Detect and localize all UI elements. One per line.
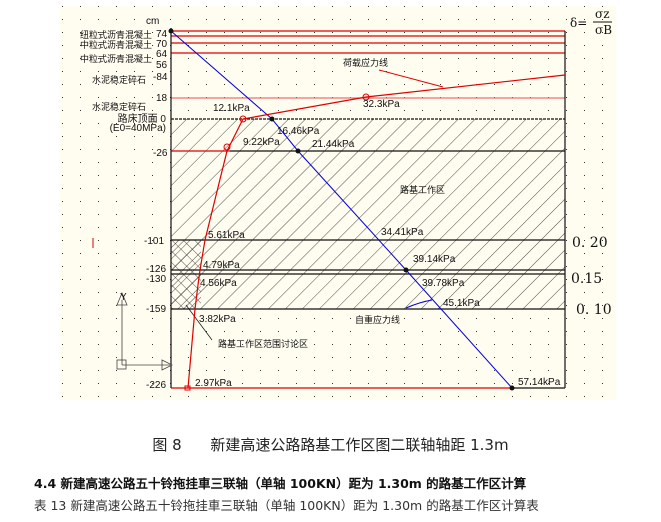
depth-label: 70 [156, 39, 168, 50]
layer-name: 中粒式沥青混凝土 [80, 53, 152, 64]
depth-label: -101 [144, 236, 164, 247]
formula-numerator: σz [595, 7, 610, 21]
load-value: 4.56kPa [200, 278, 237, 289]
self-weight-value: 45.1kPa [443, 298, 480, 309]
self-weight-value: 39.78kPa [422, 278, 465, 289]
depth-label: -126 [146, 264, 166, 275]
self-weight-value: 34.41kPa [381, 227, 424, 238]
load-value: 2.97kPa [195, 378, 232, 389]
discussion-zone-label: 路基工作区范围讨论区 [218, 338, 308, 349]
ratio-label: 0.15 [571, 271, 602, 287]
unit-label: cm [146, 16, 159, 27]
load-stress-line [187, 74, 566, 389]
self-weight-value: 57.14kPa [518, 377, 561, 388]
layer-name: 水泥稳定碎石 [92, 101, 146, 112]
table-caption: 表 13 新建高速公路五十铃拖挂車三联轴（单轴 100KN）距为 1.30m 的… [34, 498, 539, 513]
load-value: 9.22kPa [243, 137, 280, 148]
depth-label: -159 [146, 304, 166, 315]
formula-lhs: δ= [570, 16, 587, 30]
depth-label: -26 [153, 148, 168, 159]
ratio-label: 0. 10 [576, 302, 612, 318]
depth-label: 64 [156, 49, 168, 60]
figure-number: 图 8 [152, 436, 182, 454]
layer-name: 纽粒式沥青混凝土 [80, 29, 152, 40]
layer-name: 中粒式沥青混凝土 [80, 39, 152, 50]
load-value: 4.79kPa [203, 260, 240, 271]
layer-name: 水泥稳定碎石 [92, 74, 146, 85]
figure-title: 新建高速公路路基工作区图二联轴轴距 1.3m [210, 436, 509, 454]
load-value: 32.3kPa [363, 99, 400, 110]
load-value: 3.82kPa [199, 314, 236, 325]
depth-label: -84 [153, 72, 168, 83]
load-value: 12.1kPa [213, 103, 250, 114]
depth-label: (E0=40MPa) [110, 123, 166, 134]
formula-denominator: σB [595, 23, 612, 37]
depth-label: -130 [146, 274, 166, 285]
figure-caption: 图 8 新建高速公路路基工作区图二联轴轴距 1.3m [0, 434, 661, 455]
load-stress-label: 荷载应力线 [343, 57, 388, 68]
depth-label: 56 [156, 60, 168, 71]
self-weight-value: 21.44kPa [312, 139, 355, 150]
depth-label: 74 [156, 29, 168, 40]
self-weight-value: 39.14kPa [413, 254, 456, 265]
ratio-label: 0. 20 [572, 235, 608, 251]
section-heading: 4.4 新建高速公路五十铃拖挂車三联轴（单轴 100KN）距为 1.30m 的路… [34, 476, 527, 491]
self-weight-label: 自重应力线 [355, 314, 400, 325]
work-zone-label: 路基工作区 [400, 184, 445, 195]
svg-text:Y: Y [120, 292, 127, 303]
depth-label: -226 [146, 380, 166, 391]
subgrade-work-zone-diagram: cm 74 70 64 56 -84 18 路床顶面 0 (E0=40MPa) … [60, 6, 616, 400]
depth-label: 18 [156, 93, 168, 104]
load-value: 5.61kPa [208, 230, 245, 241]
depth-label: 路床顶面 0 [118, 112, 167, 125]
self-weight-value: 16.46kPa [277, 126, 320, 137]
